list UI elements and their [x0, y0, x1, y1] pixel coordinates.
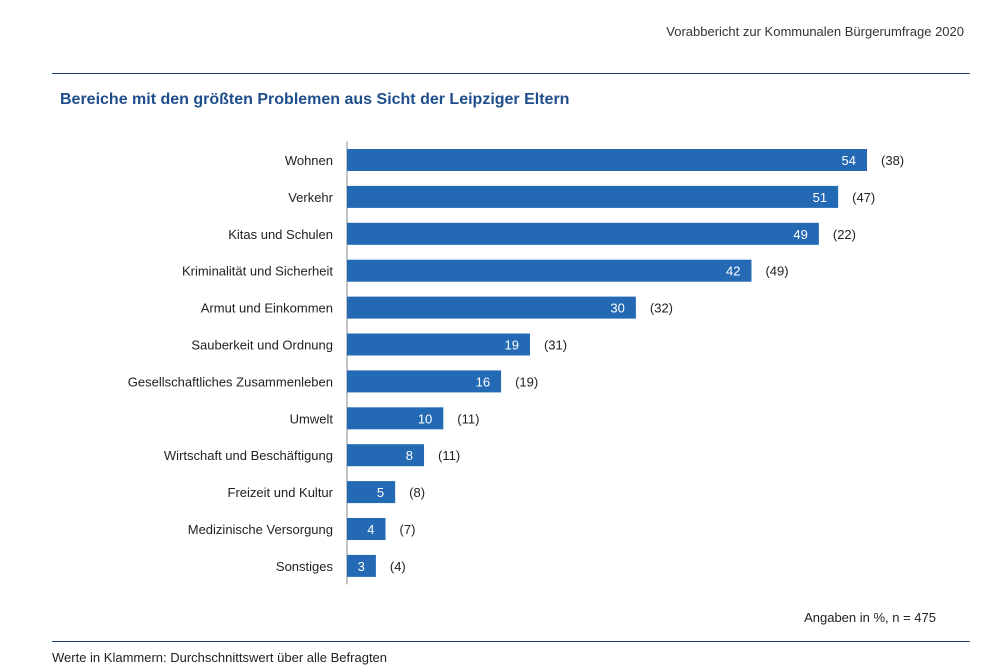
- bar: [347, 296, 636, 319]
- bar: [347, 407, 444, 430]
- category-label: Kriminalität und Sicherheit: [182, 264, 333, 279]
- category-label: Armut und Einkommen: [201, 301, 333, 316]
- bar-chart: Wohnen 54 (38)Verkehr 51 (47)Kitas und Schul…: [128, 141, 904, 585]
- bar: [347, 444, 425, 467]
- average-bracket-label: (11): [438, 448, 460, 463]
- bar-value-label: 3: [358, 559, 365, 574]
- bar: [347, 481, 396, 504]
- footnote: Werte in Klammern: Durchschnittswert übe…: [52, 650, 388, 665]
- category-label: Sonstiges: [276, 559, 334, 574]
- average-bracket-label: (8): [409, 485, 425, 500]
- bar: [347, 518, 386, 540]
- average-bracket-label: (31): [544, 338, 567, 353]
- bar-value-label: 54: [842, 153, 856, 168]
- report-header: Vorabbericht zur Kommunalen Bürgerumfrag…: [666, 24, 964, 39]
- category-label: Freizeit und Kultur: [228, 485, 334, 500]
- category-label: Wohnen: [285, 153, 333, 168]
- bar-value-label: 19: [505, 338, 519, 353]
- bar-value-label: 4: [367, 522, 374, 537]
- bar: [347, 149, 868, 171]
- category-label: Kitas und Schulen: [228, 227, 333, 242]
- bar: [347, 554, 376, 577]
- bar: [347, 185, 839, 208]
- bar-value-label: 30: [610, 301, 624, 316]
- category-label: Verkehr: [288, 190, 333, 205]
- average-bracket-label: (19): [515, 374, 538, 389]
- bar-value-label: 10: [418, 411, 432, 426]
- category-label: Sauberkeit und Ordnung: [191, 338, 333, 353]
- bar-value-label: 8: [406, 448, 413, 463]
- unit-note: Angaben in %, n = 475: [804, 610, 936, 625]
- footer-divider: [52, 641, 970, 642]
- bar: [347, 222, 819, 245]
- bar-value-label: 16: [476, 374, 490, 389]
- bar-value-label: 51: [813, 190, 827, 205]
- bar-value-label: 49: [793, 227, 807, 242]
- bar: [347, 370, 502, 393]
- average-bracket-label: (7): [400, 522, 416, 537]
- bar: [347, 333, 530, 356]
- average-bracket-label: (22): [833, 227, 856, 242]
- bar: [347, 259, 752, 282]
- average-bracket-label: (4): [390, 559, 406, 574]
- average-bracket-label: (47): [852, 190, 875, 205]
- average-bracket-label: (32): [650, 301, 673, 316]
- bar-value-label: 42: [726, 264, 740, 279]
- average-bracket-label: (49): [765, 264, 788, 279]
- average-bracket-label: (38): [881, 153, 904, 168]
- category-label: Wirtschaft und Beschäftigung: [164, 448, 333, 463]
- category-label: Medizinische Versorgung: [188, 522, 333, 537]
- category-label: Umwelt: [290, 411, 334, 426]
- header-divider: [52, 73, 970, 74]
- bar-value-label: 5: [377, 485, 384, 500]
- average-bracket-label: (11): [457, 411, 479, 426]
- chart-title: Bereiche mit den größten Problemen aus S…: [60, 91, 570, 108]
- category-label: Gesellschaftliches Zusammenleben: [128, 374, 333, 389]
